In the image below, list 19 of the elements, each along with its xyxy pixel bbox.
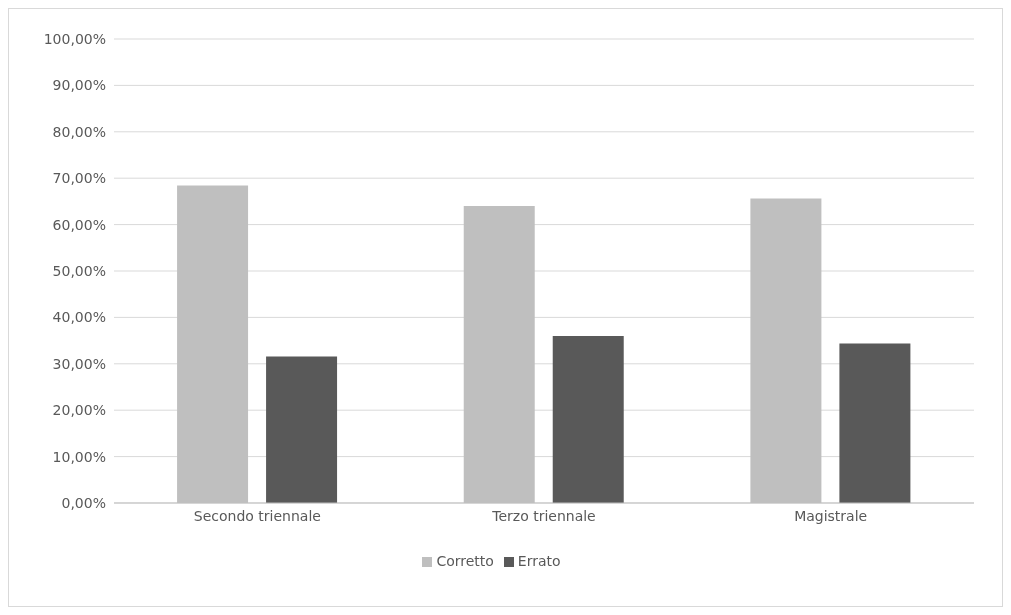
x-tick-label: Secondo triennale (193, 507, 321, 524)
y-tick-label: 50,00% (52, 262, 106, 279)
x-tick-label: Magistrale (794, 507, 868, 524)
bar (552, 335, 624, 503)
y-tick-label: 10,00% (52, 448, 106, 465)
y-tick-label: 40,00% (52, 309, 106, 326)
y-tick-label: 30,00% (52, 355, 106, 372)
legend-label: Errato (517, 553, 561, 569)
y-tick-label: 60,00% (52, 216, 106, 233)
legend-label: Corretto (436, 553, 494, 569)
y-tick-label: 100,00% (43, 30, 106, 47)
y-tick-label: 80,00% (52, 123, 106, 140)
y-tick-label: 70,00% (52, 170, 106, 187)
y-tick-label: 90,00% (52, 77, 106, 94)
x-tick-label: Terzo triennale (491, 507, 596, 524)
bar (839, 343, 911, 503)
y-tick-label: 0,00% (61, 494, 106, 511)
y-tick-label: 20,00% (52, 402, 106, 419)
bar (266, 356, 338, 503)
